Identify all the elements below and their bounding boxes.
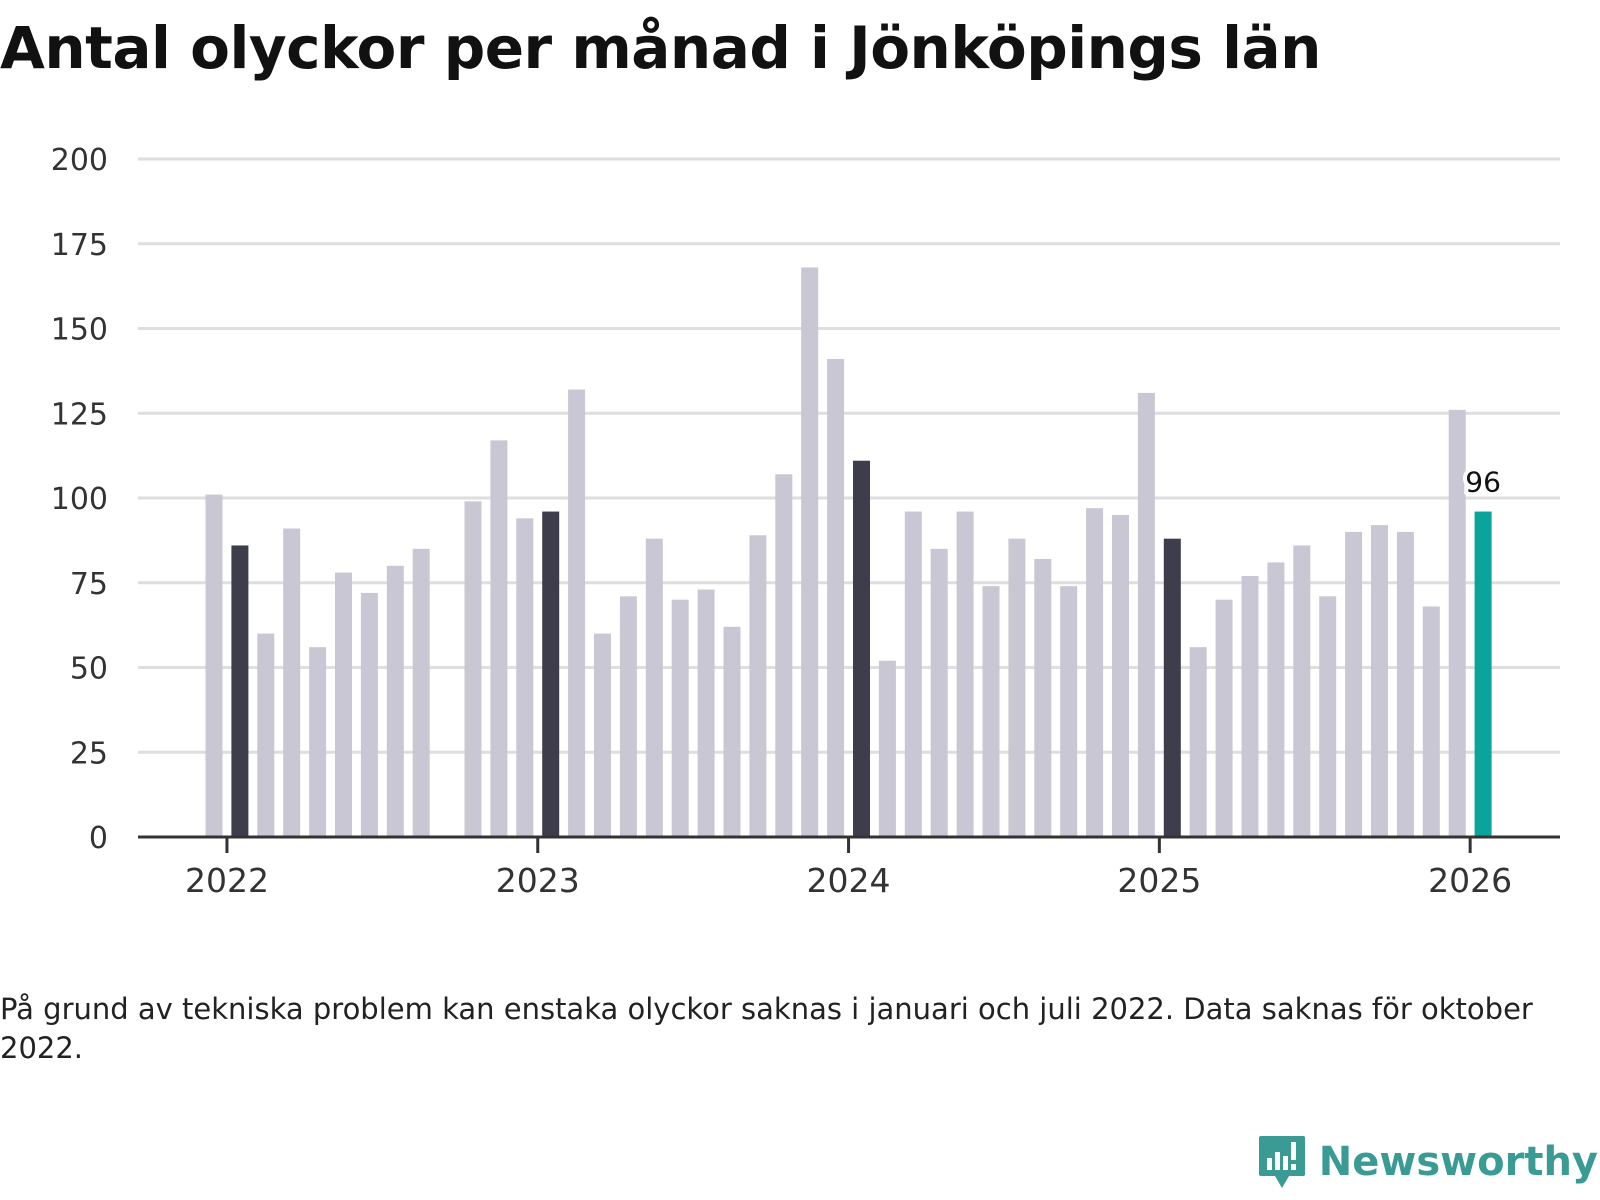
y-tick-label: 75 (70, 567, 108, 602)
x-tick-label: 2025 (1117, 861, 1201, 900)
bar-2025-02 (1189, 647, 1207, 837)
brand-name: Newsworthy (1318, 1139, 1598, 1185)
bar-2023-04 (619, 596, 637, 837)
bar-2023-08 (723, 626, 741, 837)
y-tick-label: 50 (70, 652, 108, 687)
y-tick-label: 125 (51, 397, 108, 432)
x-tick-label: 2024 (807, 861, 891, 900)
bar-2023-10 (775, 474, 793, 837)
bar-2024-06 (982, 586, 1000, 837)
bar-2023-02 (568, 389, 586, 837)
brand-logo: Newsworthy (1257, 1134, 1598, 1190)
bar-2025-04 (1241, 575, 1259, 837)
bar-2024-10 (1086, 508, 1104, 837)
bar-2022-08 (412, 548, 430, 837)
bar-2022-05 (335, 572, 352, 837)
bar-2022-03 (283, 528, 301, 837)
x-axis: 2022 2023 2024 2025 2026 (138, 835, 1560, 900)
bar-2023-07 (697, 589, 715, 837)
bar-2024-03 (904, 511, 922, 837)
bar-2023-03 (594, 633, 611, 837)
bar-2024-11 (1112, 514, 1129, 837)
bar-2022-10 (464, 501, 482, 837)
newsworthy-logo-icon (1258, 1136, 1305, 1188)
bar-2021-12 (205, 494, 223, 837)
bar-2023-05 (645, 538, 663, 837)
bar-2024-12 (1137, 392, 1155, 837)
bar-2026-01 (1474, 511, 1492, 837)
bar-2025-12 (1448, 409, 1466, 837)
data-labels: 96 (1461, 462, 1505, 503)
bar-2024-01 (853, 460, 870, 837)
bar-2023-06 (671, 599, 689, 837)
bar-2022-11 (490, 440, 508, 837)
bar-2025-10 (1396, 531, 1414, 837)
y-tick-label: 0 (89, 821, 108, 856)
bar-2025-05 (1267, 562, 1285, 837)
y-tick-label: 100 (51, 482, 108, 517)
y-tick-label: 200 (51, 143, 108, 178)
bar-2025-07 (1319, 596, 1337, 837)
bar-2024-04 (930, 548, 948, 837)
bar-2023-09 (749, 535, 767, 837)
bar-2023-11 (801, 267, 819, 838)
bar-2024-07 (1008, 538, 1026, 837)
x-tick-label: 2022 (185, 861, 269, 900)
bar-2022-06 (360, 592, 378, 837)
bar-2025-03 (1215, 599, 1233, 837)
chart-title: Antal olyckor per månad i Jönköpings län (0, 14, 1321, 82)
latest-value-label: 96 (1465, 466, 1501, 499)
bar-2022-02 (257, 633, 275, 837)
bar-2022-07 (386, 565, 404, 837)
bar-2024-02 (878, 660, 896, 837)
y-tick-label: 25 (70, 736, 108, 771)
bar-2024-09 (1060, 586, 1078, 837)
bar-2022-04 (309, 647, 327, 837)
bar-2025-09 (1371, 525, 1388, 837)
y-axis: 0 25 50 75 100 125 150 175 200 (51, 143, 108, 856)
y-tick-label: 175 (51, 228, 108, 263)
bar-2022-01 (231, 545, 249, 837)
x-tick-label: 2023 (496, 861, 580, 900)
y-tick-label: 150 (51, 313, 108, 348)
bar-2024-05 (956, 511, 974, 837)
bar-2023-12 (827, 359, 845, 837)
bar-2023-01 (542, 511, 560, 837)
bar-2025-06 (1293, 545, 1311, 837)
bar-2024-08 (1034, 559, 1052, 837)
x-tick-label: 2026 (1428, 861, 1512, 900)
footnote: På grund av tekniska problem kan enstaka… (0, 992, 1533, 1065)
bar-2025-01 (1163, 538, 1181, 837)
bar-2022-12 (516, 518, 534, 837)
bar-2025-11 (1422, 606, 1440, 837)
bar-2025-08 (1345, 531, 1363, 837)
bars (205, 267, 1492, 838)
